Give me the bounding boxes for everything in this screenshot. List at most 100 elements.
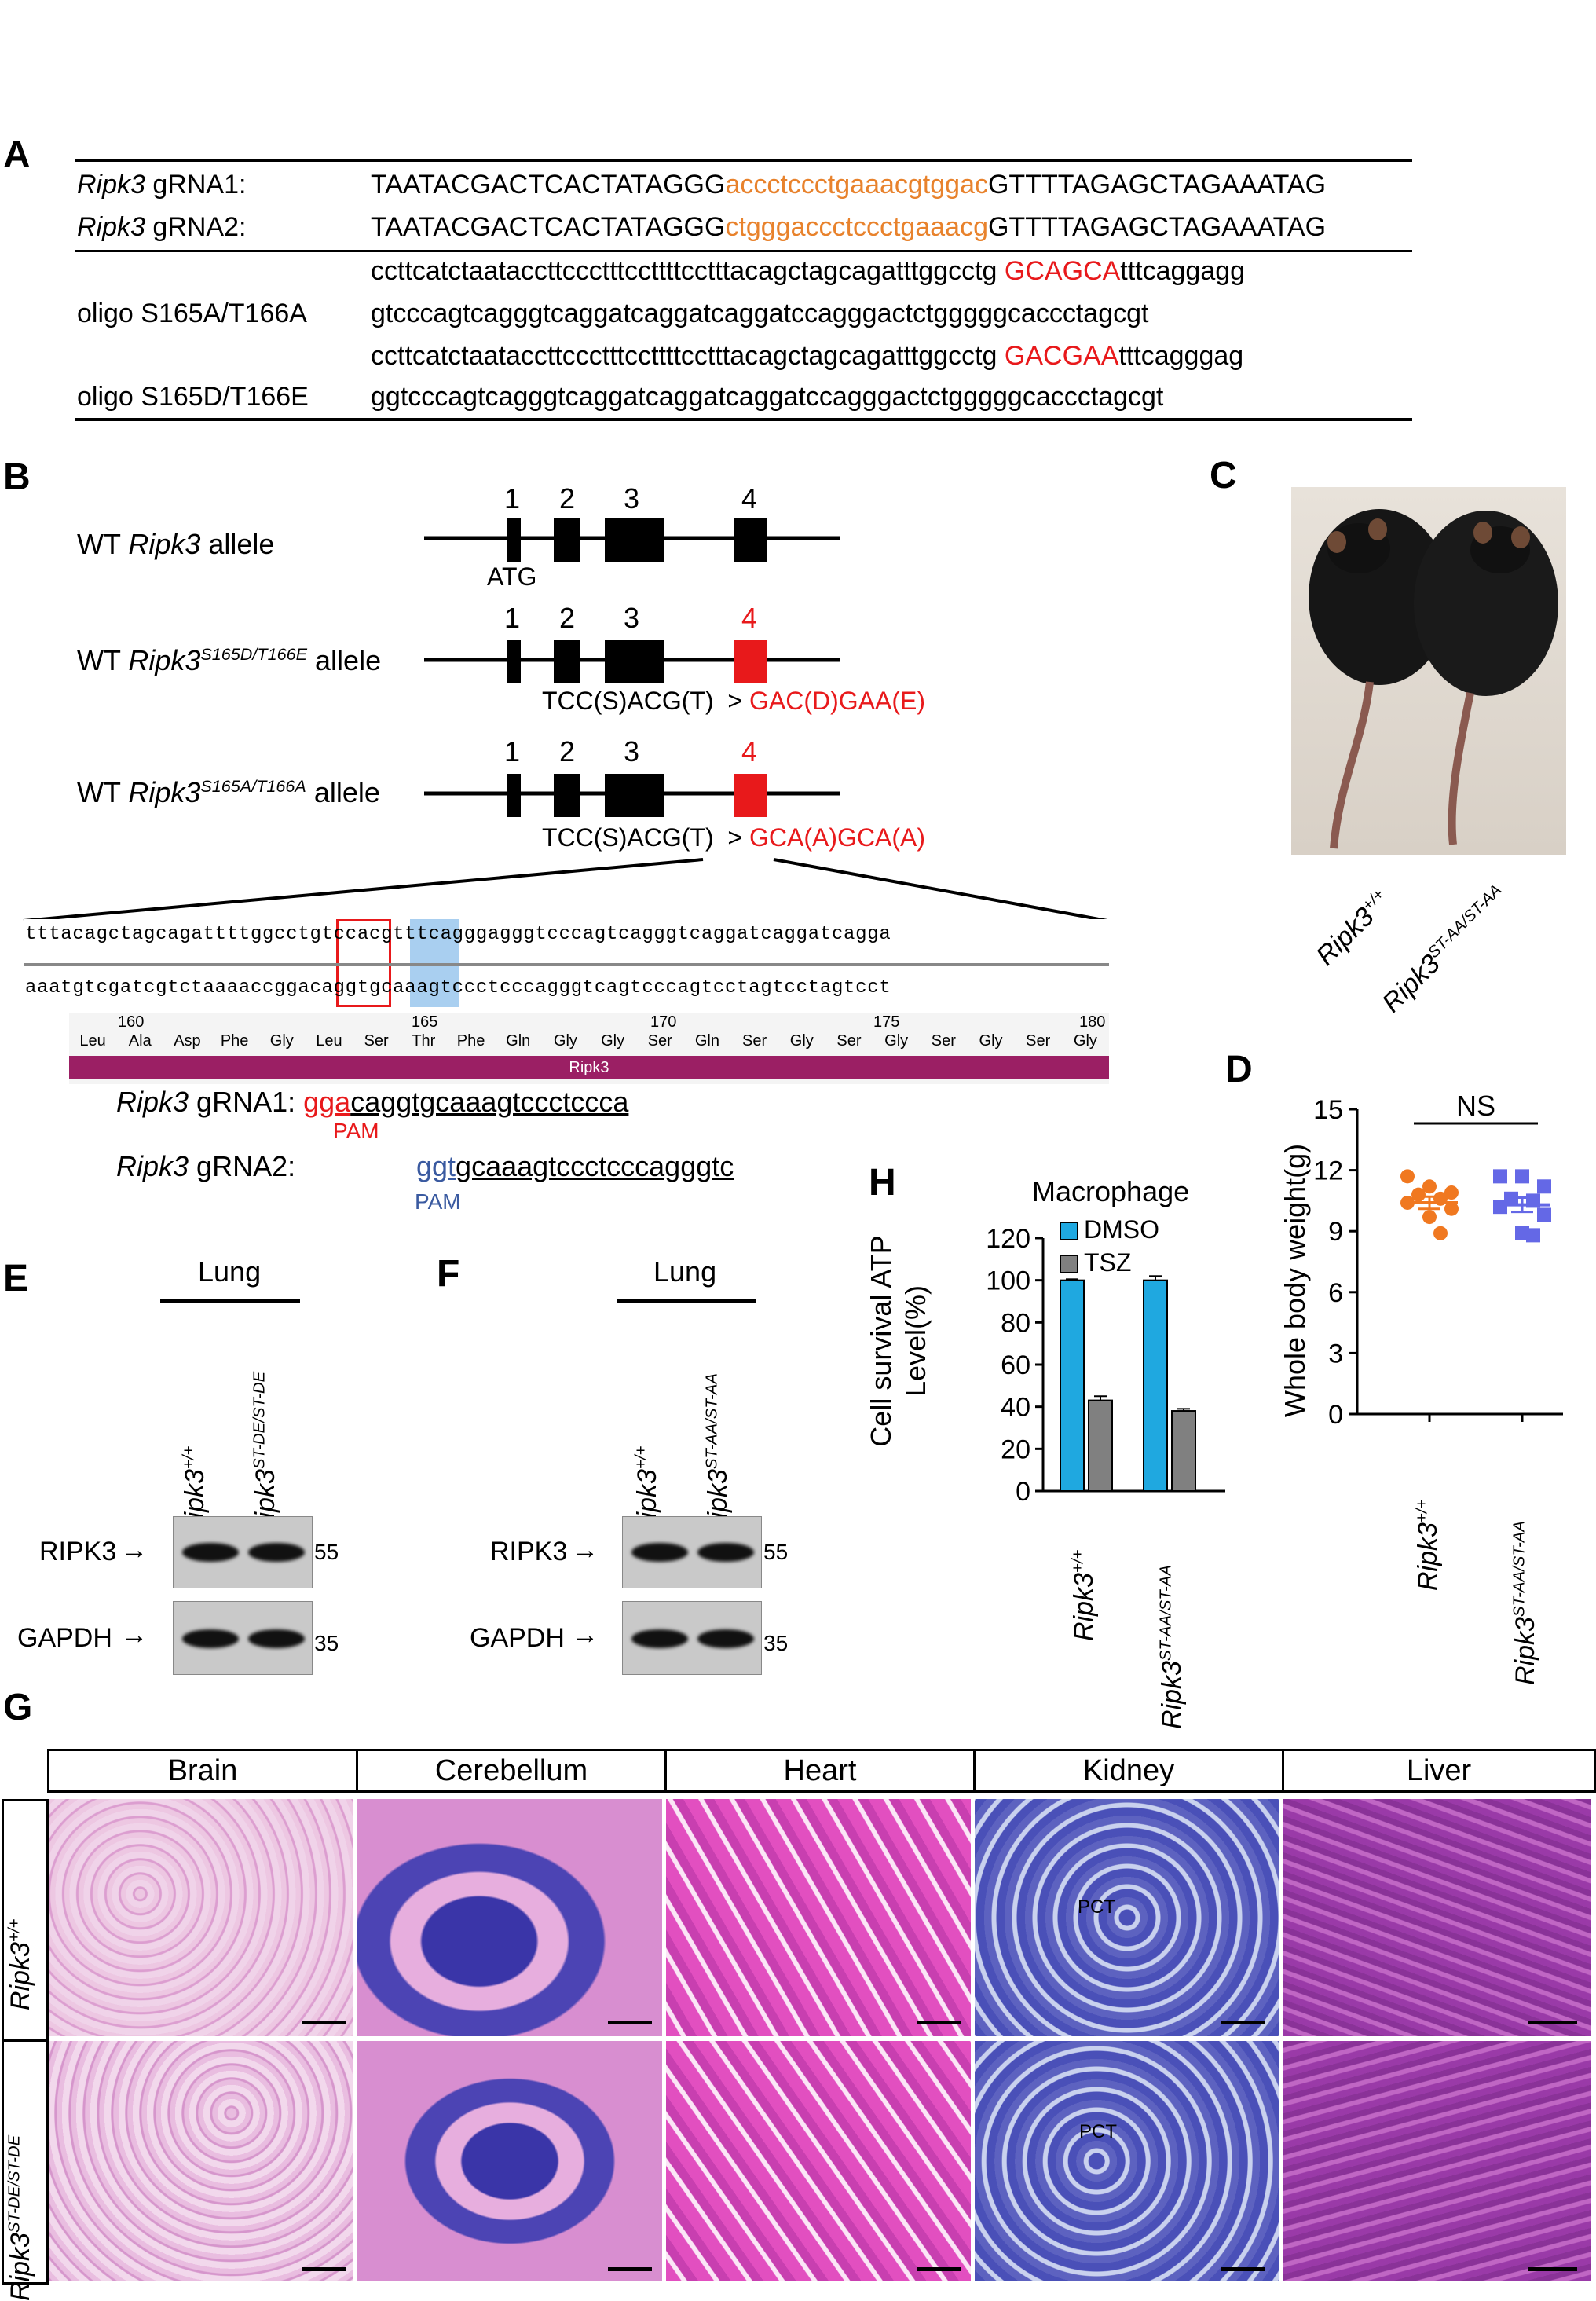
atp-x-aa-gene: Ripk3 xyxy=(1157,1661,1187,1729)
data-point xyxy=(1537,1179,1551,1194)
f-band-gapdh-1 xyxy=(631,1629,688,1648)
legend-swatch xyxy=(1060,1222,1078,1240)
atp-x-aa-sup: ST-AA/ST-AA xyxy=(1157,1565,1175,1662)
mice-photo xyxy=(1291,487,1566,855)
amino-acid: Ser xyxy=(742,1032,767,1050)
f-tissue: Lung xyxy=(653,1255,717,1288)
seq-ruler xyxy=(24,963,1109,966)
amino-acid: Gln xyxy=(694,1032,719,1050)
grna2-suffix: GTTTTAGAGCTAGAAATAG xyxy=(987,212,1327,242)
atp-ylabel-wrap: Cell survival ATP Level(%) xyxy=(864,1211,958,1471)
e-marker-55: 55 xyxy=(314,1540,339,1564)
exon-4 xyxy=(734,518,767,562)
allele-wt-gene: Ripk3 xyxy=(128,528,201,560)
e-tissue: Lung xyxy=(198,1255,262,1288)
grna1-row: Ripk3 gRNA1: xyxy=(77,170,1412,200)
g-row-label-wt: Ripk3+/+ xyxy=(5,1919,36,2010)
data-point xyxy=(1515,1226,1529,1240)
mut-de-row: TCC(S)ACG(T) > GAC(D)GAA(E) xyxy=(542,687,925,716)
oligo-aa-line1: ccttcatctaataccttccctttccttttcctttacagct… xyxy=(371,256,1245,287)
amino-acid: Phe xyxy=(220,1032,249,1050)
g-col-heart: Heart xyxy=(664,1749,976,1793)
legend-swatch xyxy=(1060,1255,1078,1273)
g-row-label-de: Ripk3ST-DE/ST-DE xyxy=(5,2135,36,2301)
allele-de-gene: Ripk3 xyxy=(128,644,201,676)
f-band-ripk3-2 xyxy=(697,1543,754,1562)
e-band-gapdh-1 xyxy=(182,1629,239,1648)
bar xyxy=(1060,1279,1085,1493)
amino-acid: Gly xyxy=(884,1032,909,1050)
allele-aa-sup: S165A/T166A xyxy=(200,776,306,796)
y-tick-label: 20 xyxy=(1001,1434,1030,1464)
exon3-number-2: 2 xyxy=(559,735,576,768)
sequence-viewer: tttacagctagcagattttggcctgtccacgtttcaggga… xyxy=(24,919,1109,1084)
exon2-number-4: 4 xyxy=(741,602,758,634)
seq-bottom-strand: aaatgtcgatcgtctaaaaccggacaggtgcaaagtccct… xyxy=(25,977,891,998)
f-lane-wt-sup: +/+ xyxy=(632,1445,650,1470)
photo-label-aa: Ripk3ST-AA/ST-AA xyxy=(1376,881,1514,1019)
f-arrow-ripk3: → xyxy=(572,1535,598,1565)
grna2-sequence: TAATACGACTCACTATAGGGctgggaccctccctgaaacg… xyxy=(371,212,1326,243)
amino-acid: Gly xyxy=(1073,1032,1097,1050)
exon-number-4: 4 xyxy=(741,482,758,515)
histology-cerebellum-de xyxy=(357,2041,662,2281)
data-point xyxy=(1493,1200,1507,1215)
panel-label-g: G xyxy=(3,1687,33,1728)
aa-row: Leu Ala Asp Phe Gly Leu Ser Thr Phe Gln Gly Gly Ser G… xyxy=(69,1032,1109,1053)
grna2-pam-label: PAM xyxy=(415,1189,461,1214)
data-point xyxy=(1537,1207,1551,1222)
amino-acid: Gly xyxy=(789,1032,814,1050)
exon2-number-3: 3 xyxy=(624,602,640,634)
amino-acid: Ser xyxy=(364,1032,389,1050)
mut-de-wt: TCC(S)ACG(T) xyxy=(542,687,714,715)
gene-bar: Ripk3 xyxy=(69,1056,1109,1079)
f-lane-aa: Ripk3ST-AA/ST-AA xyxy=(703,1373,734,1537)
aa-num-160: 160 xyxy=(118,1013,145,1031)
amino-acid: Gly xyxy=(979,1032,1003,1050)
histology-kidney-de xyxy=(975,2041,1279,2281)
histology-brain-de xyxy=(49,2041,353,2281)
y-tick-label: 40 xyxy=(1001,1393,1030,1423)
e-marker-35: 35 xyxy=(314,1631,339,1655)
oligo-aa-mutation: GCAGCA xyxy=(1004,256,1121,286)
amino-acid: Ala xyxy=(128,1032,152,1050)
exon-number-1: 1 xyxy=(504,482,521,515)
g-col-cerebellum: Cerebellum xyxy=(356,1749,667,1793)
allele-de-label: WT Ripk3S165D/T166E allele xyxy=(77,644,381,677)
data-point xyxy=(1411,1187,1426,1202)
amino-acid: Ser xyxy=(931,1032,956,1050)
amino-acid: Leu xyxy=(79,1032,106,1050)
y-tick-label: 12 xyxy=(1313,1156,1343,1186)
oligo-de-name: oligo S165D/T166E xyxy=(77,382,309,412)
histology-heart-wt xyxy=(666,1799,971,2036)
allele-aa-prefix: WT xyxy=(77,776,129,808)
mut-aa-row: TCC(S)ACG(T) > GCA(A)GCA(A) xyxy=(542,823,925,852)
e-lane-de-sup: ST-DE/ST-DE xyxy=(251,1371,269,1470)
f-marker-55: 55 xyxy=(763,1540,789,1564)
panel-a-bottom-rule xyxy=(75,418,1412,421)
panel-label-c: C xyxy=(1210,455,1237,496)
f-arrow-gapdh: → xyxy=(572,1620,598,1650)
histology-cerebellum-wt xyxy=(357,1799,662,2036)
grna2-gene: Ripk3 xyxy=(77,212,145,242)
atg-label: ATG xyxy=(487,562,537,591)
e-arrow-gapdh: → xyxy=(121,1620,148,1650)
y-tick-label: 0 xyxy=(1328,1400,1343,1430)
allele-de-suffix: allele xyxy=(307,644,382,676)
atp-ylabel: Cell survival ATP Level(%) xyxy=(865,1235,932,1447)
scale-bar-3 xyxy=(917,2021,961,2024)
g-row-wt-sup: +/+ xyxy=(5,1918,24,1943)
exon-4-mutant xyxy=(734,640,767,683)
grna2-annot-label: gRNA2: xyxy=(189,1150,296,1182)
amino-acid: Asp xyxy=(174,1032,201,1050)
data-point xyxy=(1422,1179,1437,1194)
data-point xyxy=(1444,1201,1459,1216)
grna1-guide: accctccctgaaacgtggac xyxy=(725,170,988,200)
significance-label: NS xyxy=(1456,1092,1495,1122)
atp-x-wt-sup: +/+ xyxy=(1069,1549,1087,1574)
scale-bar-4 xyxy=(1221,2021,1265,2024)
pct-label-de: PCT xyxy=(1079,2121,1117,2142)
data-point xyxy=(1526,1228,1540,1243)
f-lane-aa-sup: ST-AA/ST-AA xyxy=(703,1373,721,1470)
mut-aa-arrow: > xyxy=(727,823,743,852)
